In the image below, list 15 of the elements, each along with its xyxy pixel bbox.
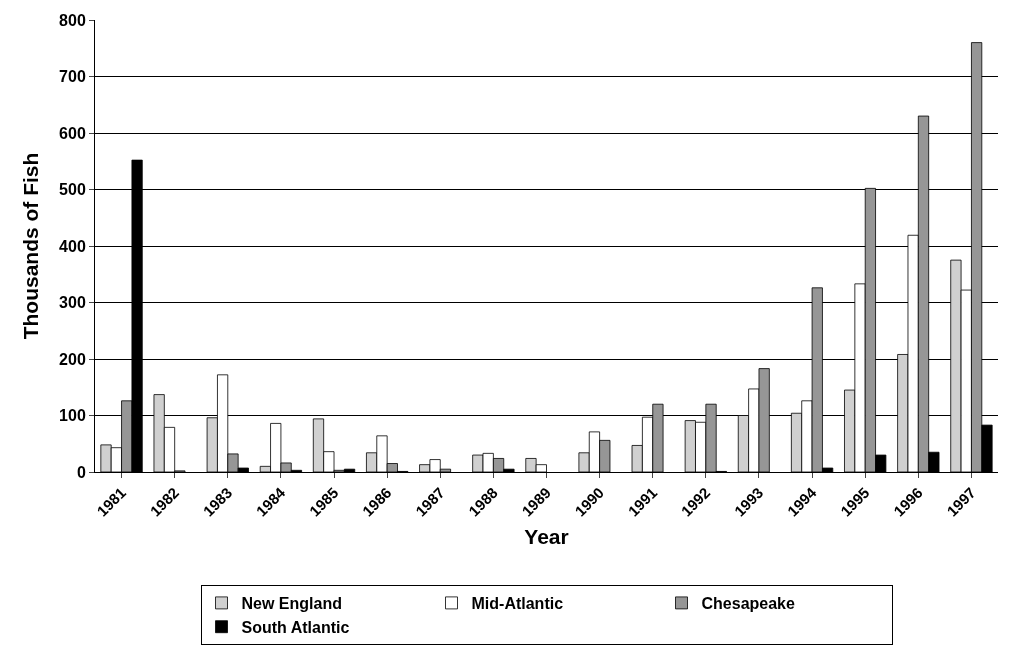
y-tick-label: 100 bbox=[59, 407, 86, 425]
y-tick-label: 600 bbox=[59, 124, 86, 142]
y-tick-label: 200 bbox=[59, 350, 86, 368]
legend-label: Mid-Atlantic bbox=[471, 595, 564, 613]
y-tick-label: 500 bbox=[59, 181, 86, 199]
y-tick-label: 400 bbox=[59, 237, 86, 255]
y-tick-label: 800 bbox=[59, 11, 86, 29]
y-tick-label: 0 bbox=[76, 463, 86, 481]
legend-label: South Atlantic bbox=[241, 618, 350, 636]
legend-label: New England bbox=[241, 595, 342, 613]
legend-label: Chesapeake bbox=[701, 595, 795, 613]
y-axis-title: Thousands of Fish bbox=[19, 152, 43, 340]
y-tick-label: 700 bbox=[59, 68, 86, 86]
y-tick-label: 300 bbox=[59, 294, 86, 312]
x-axis-title: Year bbox=[524, 524, 569, 548]
